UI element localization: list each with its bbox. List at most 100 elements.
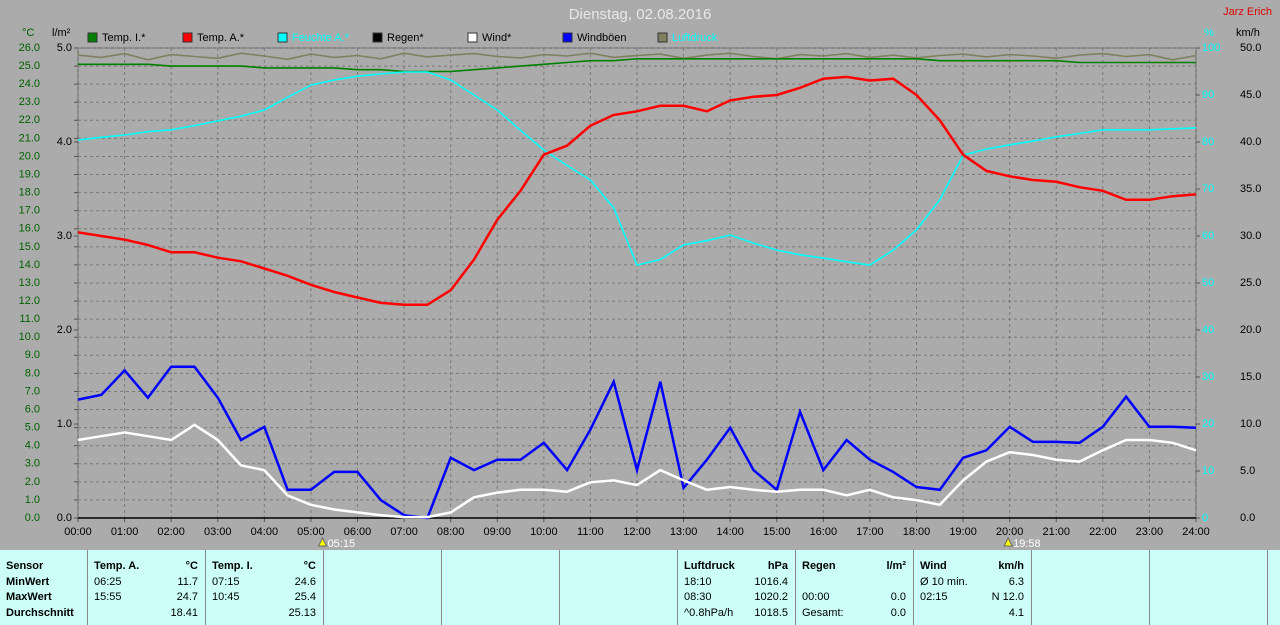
row-label: Durchschnitt	[6, 607, 74, 619]
y-tick-label: 15.0	[19, 241, 40, 253]
cell-value: N 12.0	[991, 591, 1024, 603]
legend-swatch	[562, 32, 573, 43]
y4-tick-label: 40.0	[1240, 136, 1261, 148]
y-tick-label: 8.0	[25, 367, 40, 379]
legend-label: Wind*	[482, 32, 512, 44]
legend-label: Regen*	[387, 32, 424, 44]
x-tick-label: 21:00	[1042, 526, 1070, 538]
y4-tick-label: 45.0	[1240, 89, 1261, 101]
y-tick-label: 5.0	[25, 422, 40, 434]
x-tick-label: 12:00	[623, 526, 651, 538]
legend-label: Temp. I.*	[102, 32, 146, 44]
y3-tick-label: 20	[1202, 418, 1214, 430]
panel-title: Luftdruck	[684, 560, 735, 572]
y-tick-label: 18.0	[19, 187, 40, 199]
x-tick-label: 05:00	[297, 526, 325, 538]
table-panel	[442, 550, 560, 625]
y-axis-unit: °C	[22, 27, 34, 39]
x-tick-label: 15:00	[763, 526, 791, 538]
y-tick-label: 12.0	[19, 295, 40, 307]
y2-axis-unit: l/m²	[52, 27, 71, 39]
cell-value: 25.4	[294, 591, 316, 603]
cell-label: ^0.8hPa/h	[684, 607, 734, 619]
y2-tick-label: 1.0	[57, 418, 72, 430]
x-tick-label: 02:00	[157, 526, 185, 538]
x-tick-label: 08:00	[437, 526, 465, 538]
y2-tick-label: 3.0	[57, 230, 72, 242]
x-tick-label: 07:00	[390, 526, 418, 538]
x-tick-label: 09:00	[483, 526, 511, 538]
panel-title: Temp. A.	[94, 560, 140, 572]
chart-title: Dienstag, 02.08.2016	[569, 6, 712, 23]
x-tick-label: 06:00	[344, 526, 372, 538]
cell-value: 25.13	[288, 607, 316, 619]
cell-label: 08:30	[684, 591, 712, 603]
cell-value: 11.7	[177, 576, 198, 588]
y4-axis-unit: km/h	[1236, 27, 1260, 39]
cell-value: 1018.5	[754, 607, 788, 619]
y-tick-label: 16.0	[19, 223, 40, 235]
sun-time: 05:15	[328, 538, 356, 550]
x-tick-label: 14:00	[716, 526, 744, 538]
panel-unit: hPa	[767, 560, 788, 572]
series-line	[78, 58, 1196, 73]
legend-swatch	[467, 32, 478, 43]
cell-label: Gesamt:	[802, 607, 844, 619]
table-panel	[678, 550, 796, 625]
y4-tick-label: 0.0	[1240, 512, 1255, 524]
chart: Dienstag, 02.08.2016 Jarz Erich °C l/m² …	[19, 6, 1272, 550]
panel-title: Temp. I.	[212, 560, 253, 572]
legend-label: Temp. A.*	[197, 32, 245, 44]
y-tick-label: 0.0	[25, 512, 40, 524]
y3-tick-label: 90	[1202, 89, 1214, 101]
y3-axis-unit: %	[1204, 27, 1214, 39]
table-panel	[324, 550, 442, 625]
x-tick-label: 04:00	[251, 526, 279, 538]
cell-value: 0.0	[890, 591, 906, 603]
y-tick-label: 6.0	[25, 403, 40, 415]
summary-table: Sensor MinWert MaxWert Durchschnitt Temp. A.…	[0, 550, 1280, 625]
sun-marker	[317, 536, 328, 547]
table-corner: Sensor	[6, 560, 44, 572]
y-tick-label: 1.0	[25, 494, 40, 506]
legend-label: Luftdruck	[672, 32, 718, 44]
y4-tick-label: 20.0	[1240, 324, 1261, 336]
x-tick-label: 03:00	[204, 526, 232, 538]
sun-time: 19:58	[1013, 538, 1041, 550]
y-tick-label: 3.0	[25, 458, 40, 470]
legend-swatch	[277, 32, 288, 43]
y-tick-label: 14.0	[19, 259, 40, 271]
cell-label: 00:00	[802, 591, 830, 603]
cell-value: 24.6	[294, 576, 316, 588]
y2-tick-label: 0.0	[57, 512, 72, 524]
table-panel	[206, 550, 324, 625]
y3-tick-label: 50	[1202, 277, 1214, 289]
y4-tick-label: 25.0	[1240, 277, 1261, 289]
x-tick-label: 23:00	[1136, 526, 1164, 538]
legend-label: Feuchte A.*	[292, 32, 350, 44]
panel-unit: °C	[185, 560, 198, 572]
cell-value: 18.41	[170, 607, 198, 619]
cell-value: 1020.2	[754, 591, 788, 603]
y4-tick-label: 15.0	[1240, 371, 1261, 383]
y2-tick-label: 5.0	[57, 42, 72, 54]
panel-unit: km/h	[998, 560, 1024, 572]
y-tick-label: 4.0	[25, 440, 40, 452]
x-tick-label: 19:00	[949, 526, 977, 538]
y-tick-label: 2.0	[25, 476, 40, 488]
y3-tick-label: 70	[1202, 183, 1214, 195]
table-panel	[0, 550, 88, 625]
table-panel	[560, 550, 678, 625]
cell-value: 1016.4	[754, 576, 788, 588]
panel-title: Regen	[802, 560, 836, 572]
y-tick-label: 9.0	[25, 349, 40, 361]
x-tick-label: 13:00	[670, 526, 698, 538]
y-tick-label: 11.0	[19, 313, 40, 325]
author: Jarz Erich	[1223, 6, 1272, 18]
cell-label: 10:45	[212, 591, 240, 603]
series-line	[77, 71, 1197, 267]
x-tick-label: 24:00	[1182, 526, 1210, 538]
panel-unit: °C	[303, 560, 316, 572]
row-label: MinWert	[6, 576, 50, 588]
y2-tick-label: 4.0	[57, 136, 72, 148]
